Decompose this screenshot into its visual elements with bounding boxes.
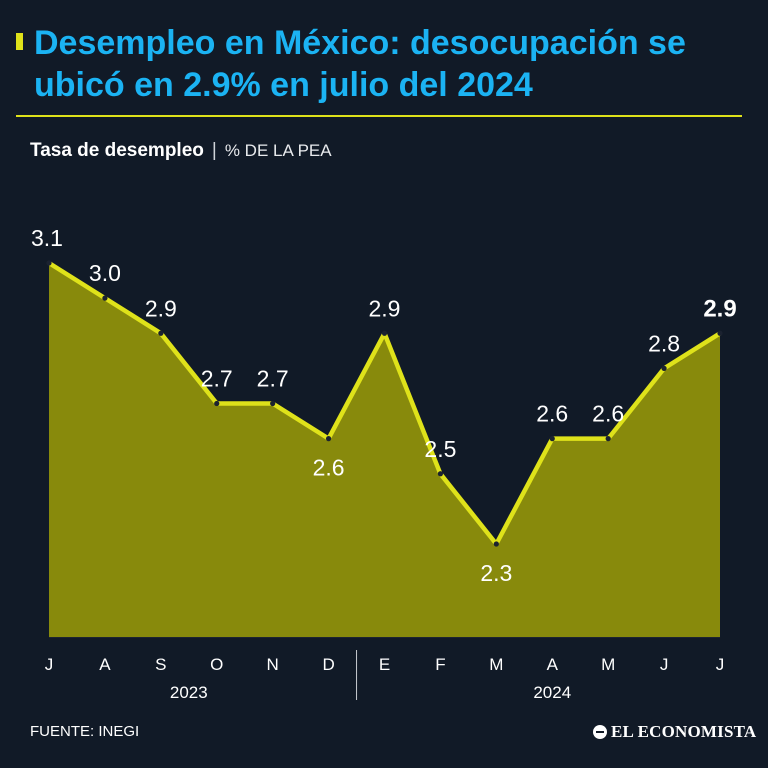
value-label: 3.1 bbox=[31, 225, 63, 251]
value-label-layer: 3.1 3.0 2.9 2.7 2.7 2.6 2.9 2.5 2.3 2.6 2.6 2.8 2.9 bbox=[31, 225, 737, 586]
data-point bbox=[381, 330, 388, 336]
x-tick-label: A bbox=[99, 655, 111, 674]
x-tick-label: F bbox=[435, 655, 445, 674]
value-label: 2.7 bbox=[201, 366, 233, 392]
value-label: 2.8 bbox=[648, 330, 680, 356]
source-note: FUENTE: INEGI bbox=[30, 723, 140, 740]
x-axis: J A S O N D E F M A M J J 2023 2024 bbox=[45, 650, 725, 702]
year-label: 2024 bbox=[533, 683, 571, 702]
area-fill bbox=[49, 263, 720, 637]
data-point bbox=[46, 260, 52, 266]
data-point bbox=[717, 330, 723, 336]
subtitle-separator: | bbox=[211, 140, 217, 161]
value-label: 2.9 bbox=[703, 295, 736, 322]
value-label: 2.6 bbox=[592, 401, 624, 427]
value-label: 2.9 bbox=[369, 295, 401, 321]
data-point bbox=[437, 471, 444, 477]
chart-subtitle-main: Tasa de desempleo bbox=[30, 140, 204, 161]
value-label: 3.0 bbox=[89, 260, 121, 286]
value-label: 2.9 bbox=[145, 295, 177, 321]
x-tick-label: S bbox=[155, 655, 166, 674]
brand-name: EL ECONOMISTA bbox=[611, 722, 757, 741]
chart-subtitle: Tasa de desempleo | % DE LA PEA bbox=[30, 140, 332, 162]
x-tick-label: O bbox=[210, 655, 223, 674]
year-label: 2023 bbox=[170, 683, 208, 702]
value-label: 2.6 bbox=[536, 401, 568, 427]
x-tick-label: J bbox=[716, 655, 725, 674]
brand-globe-icon bbox=[593, 725, 607, 739]
data-point bbox=[158, 330, 164, 336]
area-layer bbox=[49, 263, 720, 638]
x-tick-label: D bbox=[322, 655, 334, 674]
data-point bbox=[549, 436, 555, 442]
data-point bbox=[661, 365, 667, 371]
x-tick-label: J bbox=[660, 655, 669, 674]
chart-unit-label: % DE LA PEA bbox=[224, 141, 332, 160]
value-label: 2.3 bbox=[480, 560, 512, 586]
x-tick-label: E bbox=[379, 655, 390, 674]
value-label: 2.6 bbox=[313, 455, 345, 481]
value-label: 2.5 bbox=[424, 436, 456, 462]
title-divider bbox=[16, 115, 742, 117]
point-layer bbox=[46, 260, 723, 547]
data-point bbox=[270, 400, 276, 407]
brand-logo: EL ECONOMISTA bbox=[593, 722, 756, 742]
x-tick-label: A bbox=[547, 655, 559, 674]
data-point bbox=[214, 400, 220, 407]
x-tick-label: M bbox=[601, 655, 615, 674]
page-title: Desempleo en México: desocupación se ubi… bbox=[34, 24, 686, 104]
title-accent-bar bbox=[16, 33, 23, 50]
data-point bbox=[493, 541, 499, 547]
x-tick-label: M bbox=[489, 655, 503, 674]
data-point bbox=[325, 436, 332, 442]
data-point bbox=[605, 436, 611, 442]
value-label: 2.7 bbox=[257, 366, 289, 392]
x-tick-label: N bbox=[267, 655, 279, 674]
data-point bbox=[102, 295, 108, 301]
x-tick-label: J bbox=[45, 655, 54, 674]
